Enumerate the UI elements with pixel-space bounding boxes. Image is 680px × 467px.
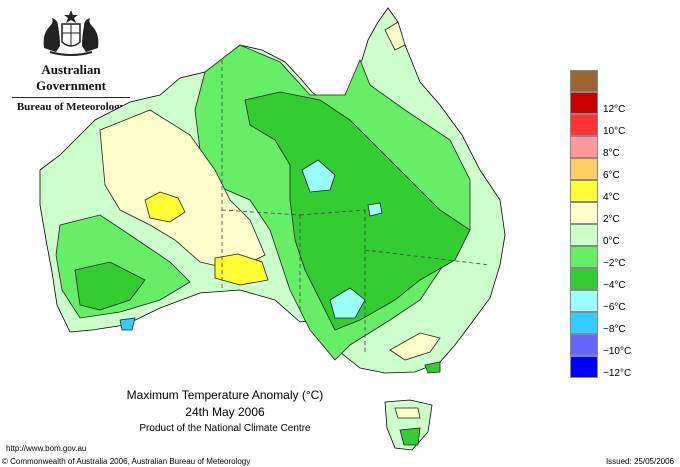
- band-minus-4: [244, 91, 471, 331]
- legend-swatch: [570, 158, 598, 180]
- government-name: Australian Government: [35, 62, 107, 93]
- legend-swatch: [570, 268, 598, 290]
- band-plus-4-central: [214, 253, 269, 286]
- map-title-block: Maximum Temperature Anomaly (°C) 24th Ma…: [100, 388, 350, 434]
- legend-swatch: [570, 70, 598, 92]
- legend-label: 10°C: [603, 126, 626, 137]
- band-minus-6-east: [367, 202, 383, 217]
- legend-swatch: [570, 224, 598, 246]
- legend-label: 4°C: [603, 192, 620, 203]
- legend-label: −6°C: [603, 302, 626, 313]
- legend-swatch: [570, 202, 598, 224]
- legend-swatch: [570, 356, 598, 378]
- logo-divider: [12, 97, 130, 98]
- legend-label: 0°C: [603, 236, 620, 247]
- legend-swatch: [570, 114, 598, 136]
- band-minus-6-centre: [301, 159, 336, 193]
- agency-logo: Australian Government Bureau of Meteorol…: [6, 8, 136, 113]
- legend-swatch: [570, 246, 598, 268]
- band-minus-6-south: [329, 287, 366, 319]
- state-borders: [221, 60, 491, 352]
- coat-of-arms-icon: [43, 10, 99, 56]
- band-minus-4-victoria: [424, 361, 441, 374]
- legend-label: −4°C: [603, 280, 626, 291]
- copyright-text: © Commonwealth of Australia 2006, Austra…: [2, 457, 251, 466]
- band-minus-8-southwest: [119, 317, 136, 331]
- band-plus-4-west: [144, 191, 186, 223]
- issued-date: Issued: 25/05/2006: [605, 457, 674, 466]
- legend-label: 8°C: [603, 148, 620, 159]
- legend-swatch: [570, 180, 598, 202]
- legend-swatch: [570, 136, 598, 158]
- legend-swatch: [570, 92, 598, 114]
- bureau-name: Bureau of Meteorology: [16, 101, 126, 113]
- band-0-cape-york: [384, 21, 406, 51]
- legend-label: −10°C: [603, 346, 632, 357]
- band-0-southeast: [389, 332, 441, 361]
- band-minus-4-tasmania: [399, 427, 421, 446]
- legend-swatch: [570, 334, 598, 356]
- band-minus-4-southwest: [74, 261, 146, 311]
- legend-label: −8°C: [603, 324, 626, 335]
- map-title: Maximum Temperature Anomaly (°C): [126, 388, 324, 402]
- legend-label: 12°C: [603, 104, 626, 115]
- legend-label: 2°C: [603, 214, 620, 225]
- legend-label: −12°C: [603, 368, 632, 379]
- legend-label: 6°C: [603, 170, 620, 181]
- map-product: Product of the National Climate Centre: [139, 423, 311, 434]
- legend-label: −2°C: [603, 258, 626, 269]
- map-date: 24th May 2006: [185, 405, 265, 419]
- legend-swatch: [570, 312, 598, 334]
- band-0-tasmania: [394, 407, 421, 419]
- legend-swatch: [570, 290, 598, 312]
- bom-url-link[interactable]: http://www.bom.gov.au: [6, 444, 87, 453]
